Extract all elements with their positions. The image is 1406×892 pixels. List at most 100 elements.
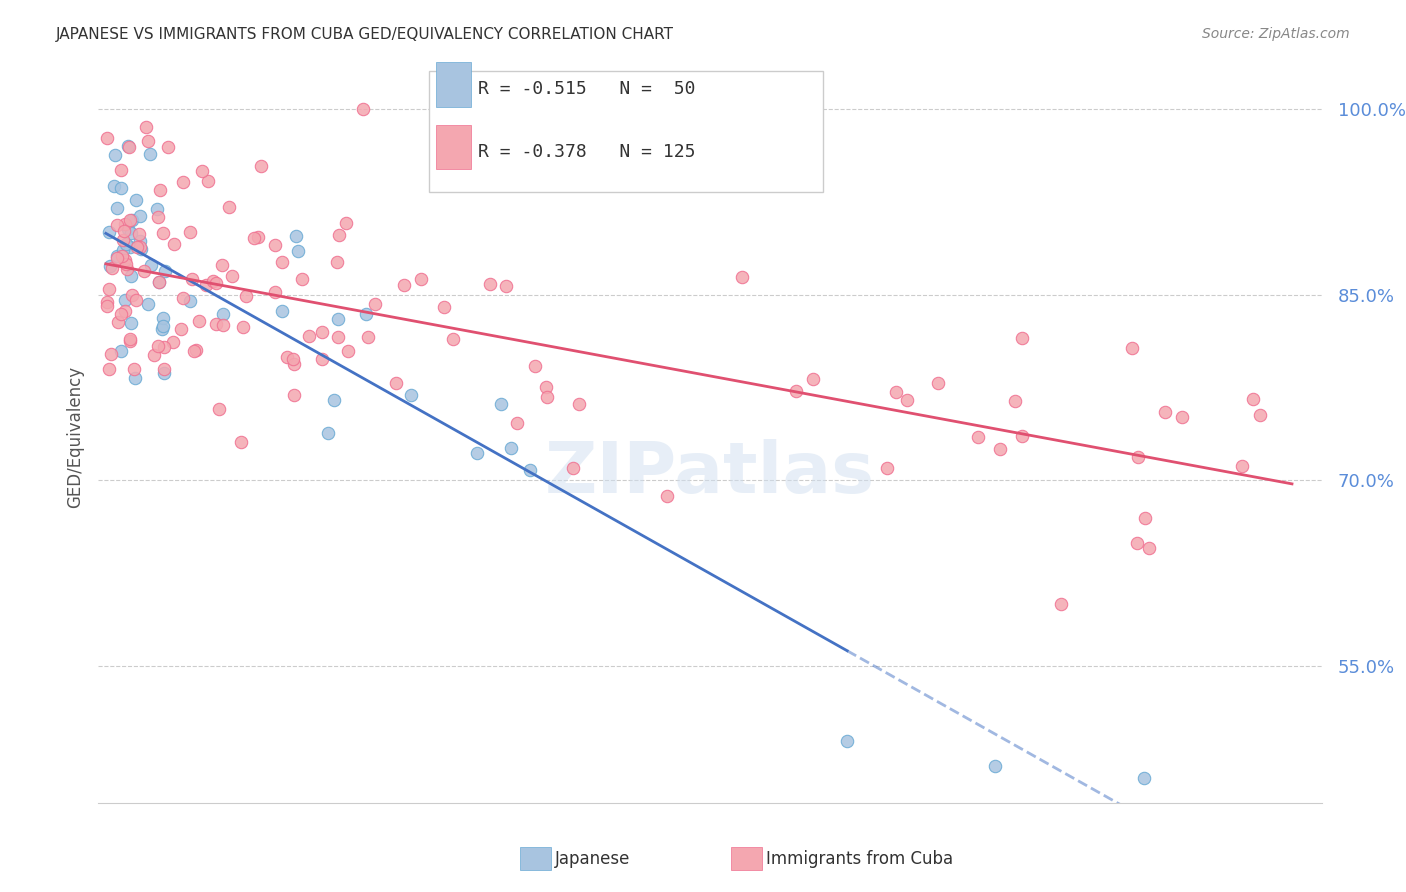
Point bbox=[1121, 341, 1143, 355]
Text: JAPANESE VS IMMIGRANTS FROM CUBA GED/EQUIVALENCY CORRELATION CHART: JAPANESE VS IMMIGRANTS FROM CUBA GED/EQU… bbox=[56, 27, 675, 42]
Point bbox=[287, 244, 309, 258]
Point bbox=[96, 131, 118, 145]
Point bbox=[876, 461, 898, 475]
Point bbox=[135, 120, 157, 134]
Point bbox=[179, 225, 201, 239]
Point bbox=[984, 758, 1007, 772]
Point bbox=[1011, 330, 1033, 344]
Point bbox=[276, 350, 298, 364]
Point bbox=[110, 180, 132, 194]
Point bbox=[170, 322, 193, 336]
Point bbox=[152, 226, 174, 240]
Point bbox=[162, 334, 184, 349]
Point bbox=[801, 372, 824, 386]
Point bbox=[121, 213, 143, 227]
Point bbox=[97, 282, 120, 296]
Point bbox=[163, 236, 186, 251]
Point bbox=[136, 297, 159, 311]
Point bbox=[221, 268, 243, 283]
Point bbox=[1049, 598, 1071, 612]
Point bbox=[896, 392, 918, 407]
Point bbox=[172, 291, 194, 305]
Point bbox=[1011, 429, 1033, 443]
Point bbox=[990, 442, 1012, 457]
Point bbox=[235, 289, 257, 303]
Point bbox=[152, 319, 174, 334]
Point bbox=[326, 312, 349, 326]
Point bbox=[411, 272, 433, 286]
Point bbox=[316, 425, 339, 440]
Point bbox=[111, 249, 134, 263]
Point bbox=[98, 260, 121, 274]
Point bbox=[118, 334, 141, 349]
Point bbox=[731, 270, 754, 285]
Point bbox=[110, 343, 132, 358]
Point bbox=[1171, 410, 1194, 425]
Point bbox=[568, 397, 591, 411]
Point bbox=[187, 314, 209, 328]
Point bbox=[967, 430, 990, 444]
Point bbox=[139, 258, 162, 272]
Point bbox=[270, 304, 292, 318]
Text: R = -0.515   N =  50: R = -0.515 N = 50 bbox=[478, 80, 696, 98]
Point bbox=[478, 277, 501, 292]
Point bbox=[97, 225, 120, 239]
Point bbox=[328, 228, 350, 243]
Point bbox=[655, 489, 678, 503]
Point bbox=[354, 307, 377, 321]
Point bbox=[204, 317, 226, 331]
Point bbox=[336, 343, 359, 358]
Point bbox=[785, 384, 807, 399]
Text: ZIPatlas: ZIPatlas bbox=[546, 439, 875, 508]
Point bbox=[100, 261, 122, 276]
Point bbox=[111, 233, 134, 247]
Point bbox=[149, 183, 172, 197]
Point bbox=[506, 416, 529, 430]
Point bbox=[120, 268, 142, 283]
Point bbox=[194, 277, 217, 292]
Point bbox=[153, 366, 176, 380]
Point bbox=[110, 307, 132, 321]
Point bbox=[124, 362, 146, 376]
Point bbox=[1232, 459, 1254, 474]
Point bbox=[152, 311, 174, 326]
Text: Japanese: Japanese bbox=[555, 850, 631, 868]
Point bbox=[107, 315, 129, 329]
Point bbox=[131, 242, 153, 256]
Point bbox=[1125, 536, 1147, 550]
Text: Immigrants from Cuba: Immigrants from Cuba bbox=[766, 850, 953, 868]
Point bbox=[232, 319, 254, 334]
Point bbox=[121, 288, 143, 302]
Point bbox=[1249, 408, 1271, 422]
Point bbox=[157, 140, 180, 154]
Point bbox=[114, 253, 136, 268]
Text: Source: ZipAtlas.com: Source: ZipAtlas.com bbox=[1202, 27, 1350, 41]
Point bbox=[172, 176, 194, 190]
Point bbox=[837, 734, 859, 748]
Point bbox=[231, 434, 253, 449]
Point bbox=[105, 249, 128, 263]
Point bbox=[142, 348, 165, 362]
Point bbox=[218, 200, 240, 214]
Point bbox=[103, 178, 125, 193]
Point bbox=[441, 332, 464, 346]
Point bbox=[146, 210, 169, 224]
Point bbox=[311, 325, 333, 339]
Point bbox=[263, 285, 285, 299]
Point bbox=[152, 340, 174, 354]
Point bbox=[291, 272, 314, 286]
Point bbox=[139, 147, 162, 161]
Point bbox=[523, 359, 546, 373]
Point bbox=[118, 140, 141, 154]
Point bbox=[105, 201, 128, 215]
Point bbox=[150, 322, 173, 336]
Point bbox=[114, 293, 136, 307]
Point bbox=[120, 316, 142, 330]
Point bbox=[148, 275, 170, 289]
Point bbox=[465, 445, 488, 459]
Point bbox=[250, 159, 273, 173]
Point bbox=[886, 384, 908, 399]
Point bbox=[124, 371, 146, 385]
Point bbox=[155, 264, 177, 278]
Y-axis label: GED/Equivalency: GED/Equivalency bbox=[66, 366, 84, 508]
